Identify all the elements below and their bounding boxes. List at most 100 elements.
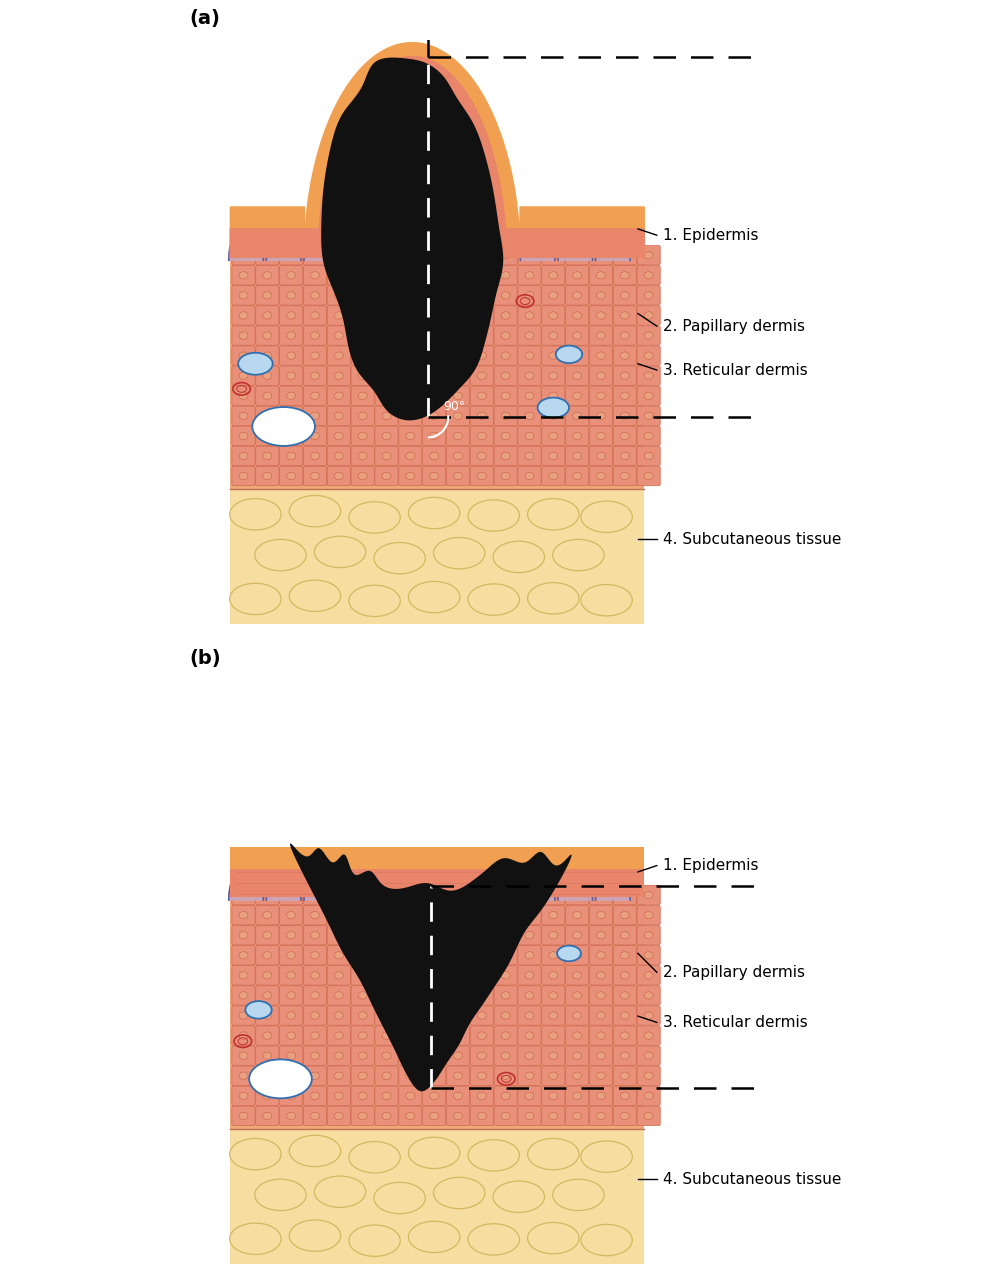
FancyBboxPatch shape [566,925,589,945]
Polygon shape [558,865,593,900]
FancyBboxPatch shape [256,366,279,385]
FancyBboxPatch shape [351,925,374,945]
FancyBboxPatch shape [423,386,446,405]
FancyBboxPatch shape [518,925,541,945]
FancyBboxPatch shape [280,945,303,965]
FancyBboxPatch shape [351,285,374,305]
FancyBboxPatch shape [375,285,398,305]
FancyBboxPatch shape [494,945,517,965]
Ellipse shape [406,312,415,319]
FancyBboxPatch shape [589,925,613,945]
Ellipse shape [549,1092,558,1100]
FancyBboxPatch shape [494,965,517,984]
Ellipse shape [549,312,558,319]
FancyBboxPatch shape [375,407,398,426]
FancyBboxPatch shape [375,1106,398,1125]
FancyBboxPatch shape [613,886,636,905]
FancyBboxPatch shape [256,1106,279,1125]
Ellipse shape [310,392,320,399]
FancyBboxPatch shape [232,407,255,426]
Ellipse shape [573,1031,582,1039]
FancyBboxPatch shape [494,1086,517,1106]
FancyBboxPatch shape [256,305,279,326]
Ellipse shape [310,1112,320,1120]
Ellipse shape [310,352,320,360]
Ellipse shape [453,412,462,419]
FancyBboxPatch shape [399,266,422,285]
FancyBboxPatch shape [375,426,398,446]
Ellipse shape [349,1225,400,1257]
Ellipse shape [406,392,415,399]
Ellipse shape [644,332,653,340]
Ellipse shape [263,1112,272,1120]
Ellipse shape [430,312,439,319]
FancyBboxPatch shape [637,986,660,1005]
FancyBboxPatch shape [375,945,398,965]
FancyBboxPatch shape [303,1006,327,1025]
FancyBboxPatch shape [446,1086,470,1106]
Ellipse shape [453,1031,462,1039]
Ellipse shape [334,432,343,440]
Ellipse shape [382,352,391,360]
Ellipse shape [644,992,653,1000]
FancyBboxPatch shape [494,446,517,466]
Ellipse shape [644,1012,653,1019]
FancyBboxPatch shape [613,426,636,446]
Ellipse shape [525,892,534,898]
Ellipse shape [287,1012,296,1019]
Ellipse shape [310,992,320,1000]
FancyBboxPatch shape [518,466,541,485]
FancyBboxPatch shape [589,285,613,305]
FancyBboxPatch shape [494,426,517,446]
FancyBboxPatch shape [613,1106,636,1125]
Ellipse shape [287,312,296,319]
FancyBboxPatch shape [375,965,398,984]
Ellipse shape [334,452,343,460]
Ellipse shape [525,1031,534,1039]
Ellipse shape [549,911,558,919]
Ellipse shape [430,992,439,1000]
Ellipse shape [453,271,462,279]
Ellipse shape [525,1072,534,1079]
Ellipse shape [620,1092,629,1100]
Ellipse shape [287,271,296,279]
Ellipse shape [581,584,632,616]
Ellipse shape [287,452,296,460]
Ellipse shape [249,1059,312,1098]
FancyBboxPatch shape [494,285,517,305]
FancyBboxPatch shape [303,945,327,965]
Ellipse shape [263,291,272,299]
Polygon shape [230,57,644,257]
FancyBboxPatch shape [542,326,565,345]
FancyBboxPatch shape [613,1086,636,1106]
Ellipse shape [644,372,653,379]
FancyBboxPatch shape [518,965,541,984]
Ellipse shape [644,911,653,919]
Polygon shape [230,43,644,257]
Ellipse shape [434,1177,485,1209]
FancyBboxPatch shape [470,886,493,905]
Ellipse shape [620,291,629,299]
Ellipse shape [501,972,510,979]
FancyBboxPatch shape [566,446,589,466]
FancyBboxPatch shape [375,1026,398,1045]
Ellipse shape [310,332,320,340]
Ellipse shape [334,1052,343,1059]
Ellipse shape [406,992,415,1000]
FancyBboxPatch shape [494,906,517,925]
Ellipse shape [239,1112,248,1120]
Ellipse shape [501,1031,510,1039]
Ellipse shape [525,312,534,319]
Text: 2. Papillary dermis: 2. Papillary dermis [663,318,805,333]
FancyBboxPatch shape [518,1106,541,1125]
Ellipse shape [453,473,462,480]
FancyBboxPatch shape [303,446,327,466]
Ellipse shape [358,271,367,279]
Ellipse shape [644,1112,653,1120]
Ellipse shape [573,252,582,258]
FancyBboxPatch shape [303,886,327,905]
FancyBboxPatch shape [280,1086,303,1106]
Polygon shape [266,865,301,900]
Ellipse shape [525,911,534,919]
Ellipse shape [382,332,391,340]
